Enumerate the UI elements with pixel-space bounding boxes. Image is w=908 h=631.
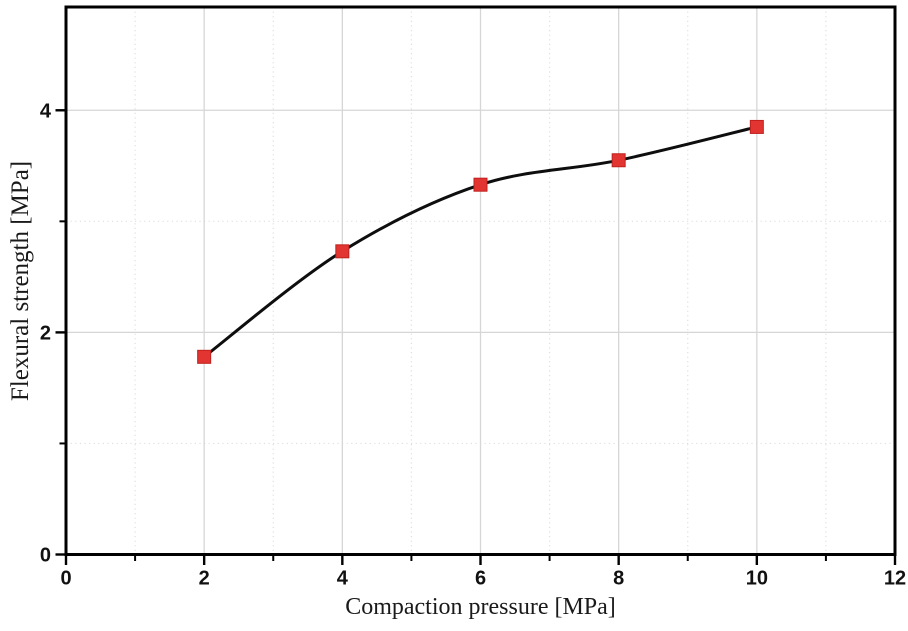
- x-tick-label: 10: [746, 568, 768, 590]
- y-axis-title: Flexural strength [MPa]: [7, 160, 34, 402]
- axis-frame: [64, 5, 897, 556]
- x-tick-label: 12: [884, 568, 906, 590]
- x-axis-title: Compaction pressure [MPa]: [345, 594, 616, 620]
- x-tick-label: 0: [60, 568, 71, 590]
- data-point-marker: [335, 244, 350, 259]
- y-tick-label: 4: [40, 100, 52, 122]
- data-point-marker: [749, 119, 764, 134]
- data-point-marker: [473, 177, 488, 192]
- x-tick-label: 8: [613, 568, 624, 590]
- x-tick-label: 4: [337, 568, 349, 590]
- y-tick-label: 0: [40, 545, 51, 567]
- y-tick-label: 2: [40, 322, 51, 344]
- x-tick-label: 2: [199, 568, 210, 590]
- x-tick-label: 6: [475, 568, 486, 590]
- data-point-marker: [197, 349, 212, 364]
- data-point-marker: [611, 153, 626, 168]
